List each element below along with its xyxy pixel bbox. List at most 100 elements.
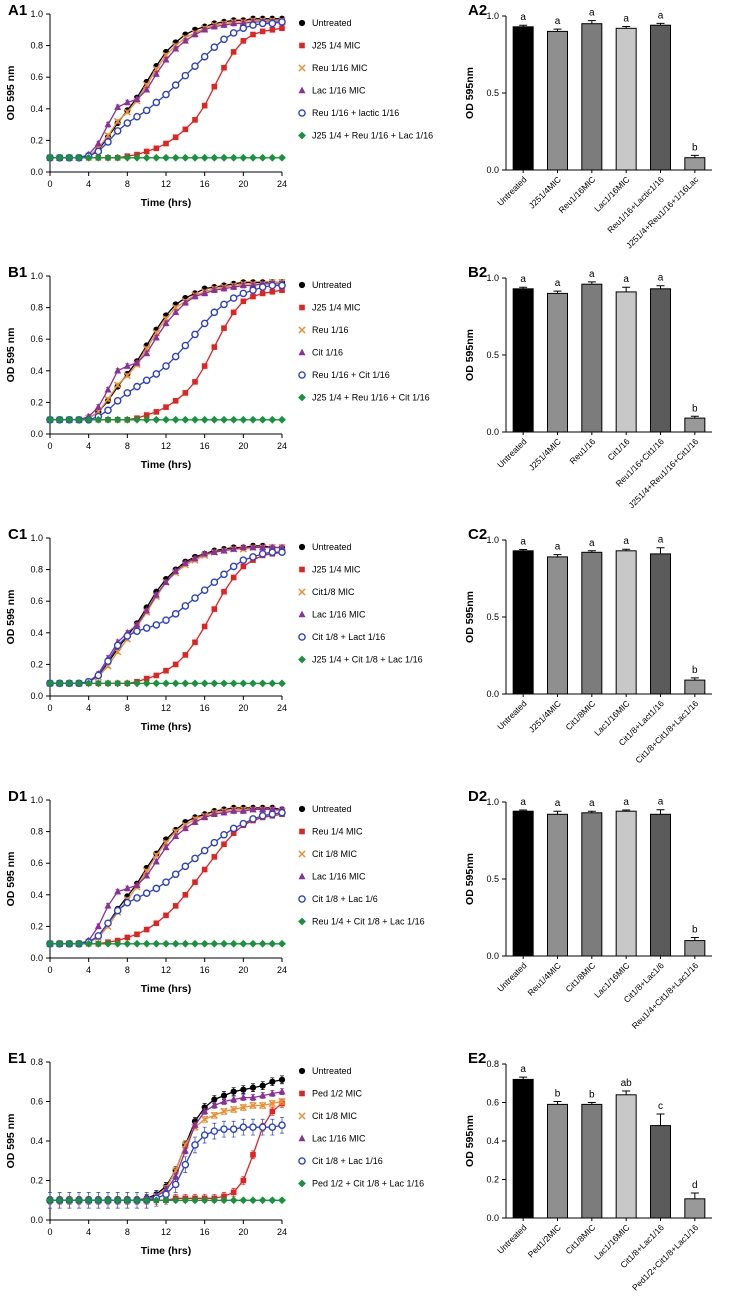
panel-A1: A1 0.0 0.2 0.4 0.6 0.8 1.0 0 4 8 12 16 20 24 OD 595 n…: [0, 0, 460, 262]
svg-text:24: 24: [277, 1227, 287, 1237]
svg-text:Untreated: Untreated: [312, 280, 352, 290]
svg-text:0.4: 0.4: [30, 366, 43, 376]
svg-text:b: b: [692, 403, 698, 414]
row-D: D1 0.0 0.2 0.4 0.6 0.8 1.0 0 4 8 12 16 20 24 OD 595 n…: [0, 786, 745, 1048]
svg-text:OD 595 nm: OD 595 nm: [5, 1114, 17, 1169]
svg-text:a: a: [555, 798, 561, 809]
svg-text:OD 595nm: OD 595nm: [464, 591, 476, 643]
svg-text:12: 12: [161, 441, 171, 451]
growth-chart-D1: 0.0 0.2 0.4 0.6 0.8 1.0 0 4 8 12 16 20 24 OD 595 nm Ti…: [0, 786, 460, 1053]
panel-C2: C2 0.0 0.5 1.0 OD 595nm a Untreated a J251/4MIC…: [460, 524, 745, 786]
svg-text:a: a: [623, 797, 629, 808]
svg-text:Untreated: Untreated: [495, 698, 529, 732]
svg-text:J251/4+Reu1/16+Cit1/16: J251/4+Reu1/16+Cit1/16: [626, 436, 700, 510]
svg-text:24: 24: [277, 703, 287, 713]
svg-text:J251/4MIC: J251/4MIC: [527, 436, 563, 472]
svg-text:8: 8: [125, 965, 130, 975]
svg-text:Untreated: Untreated: [495, 960, 529, 994]
svg-text:Lac 1/16 MIC: Lac 1/16 MIC: [312, 1134, 366, 1144]
svg-text:J251/4MIC: J251/4MIC: [527, 698, 563, 734]
panel-B1: B1 0.0 0.2 0.4 0.6 0.8 1.0 0 4 8 12 16 20 24 OD 595 n…: [0, 262, 460, 524]
svg-text:4: 4: [86, 179, 91, 189]
svg-text:20: 20: [238, 441, 248, 451]
panel-D2: D2 0.0 0.5 1.0 OD 595nm a Untreated a Reu1/4MIC…: [460, 786, 745, 1048]
svg-text:a: a: [520, 537, 526, 548]
svg-text:0.5: 0.5: [486, 350, 499, 360]
svg-text:0.2: 0.2: [30, 397, 43, 407]
svg-text:a: a: [623, 14, 629, 25]
svg-text:12: 12: [161, 1227, 171, 1237]
svg-text:Reu 1/4 + Cit 1/8 + Lac 1/16: Reu 1/4 + Cit 1/8 + Lac 1/16: [312, 917, 425, 927]
svg-text:Time (hrs): Time (hrs): [141, 721, 192, 733]
svg-text:24: 24: [277, 441, 287, 451]
svg-text:4: 4: [86, 965, 91, 975]
svg-text:a: a: [520, 274, 526, 285]
svg-text:Cit 1/8 MIC: Cit 1/8 MIC: [312, 849, 358, 859]
svg-text:0.5: 0.5: [486, 612, 499, 622]
svg-text:0: 0: [47, 703, 52, 713]
panel-C1: C1 0.0 0.2 0.4 0.6 0.8 1.0 0 4 8 12 16 20 24 OD 595 n…: [0, 524, 460, 786]
svg-text:0.4: 0.4: [30, 1136, 43, 1146]
svg-text:16: 16: [200, 441, 210, 451]
svg-text:12: 12: [161, 965, 171, 975]
svg-text:a: a: [520, 1064, 526, 1075]
svg-text:0.0: 0.0: [30, 167, 43, 177]
svg-text:1.0: 1.0: [486, 273, 499, 283]
panel-E1: E1 0.0 0.2 0.4 0.6 0.8 0 4 8 12 16 20 24 OD 595 nm Ti…: [0, 1048, 460, 1310]
svg-text:Time (hrs): Time (hrs): [141, 459, 192, 471]
svg-text:Reu1/16MIC: Reu1/16MIC: [556, 174, 597, 215]
svg-text:Ped1/2MIC: Ped1/2MIC: [526, 1222, 563, 1259]
svg-text:0: 0: [47, 1227, 52, 1237]
svg-text:Untreated: Untreated: [495, 174, 529, 208]
svg-text:0.8: 0.8: [30, 827, 43, 837]
svg-text:0.2: 0.2: [30, 135, 43, 145]
svg-text:20: 20: [238, 703, 248, 713]
svg-text:Untreated: Untreated: [312, 542, 352, 552]
svg-text:8: 8: [125, 179, 130, 189]
svg-text:0.6: 0.6: [486, 1098, 499, 1108]
svg-text:a: a: [589, 269, 595, 280]
svg-text:OD 595 nm: OD 595 nm: [5, 66, 17, 121]
svg-text:OD 595nm: OD 595nm: [464, 67, 476, 119]
svg-text:b: b: [692, 925, 698, 936]
svg-text:1.0: 1.0: [30, 795, 43, 805]
svg-text:a: a: [658, 273, 664, 284]
svg-text:OD 595nm: OD 595nm: [464, 1115, 476, 1167]
svg-text:Reu 1/4 MIC: Reu 1/4 MIC: [312, 827, 363, 837]
svg-text:Cit 1/16: Cit 1/16: [312, 348, 343, 358]
row-B: B1 0.0 0.2 0.4 0.6 0.8 1.0 0 4 8 12 16 20 24 OD 595 n…: [0, 262, 745, 524]
svg-text:J25 1/4 MIC: J25 1/4 MIC: [312, 303, 361, 313]
svg-text:Cit1/16: Cit1/16: [605, 436, 631, 462]
svg-text:a: a: [589, 538, 595, 549]
svg-text:Time (hrs): Time (hrs): [141, 197, 192, 209]
svg-text:J25 1/4 + Reu 1/16 + Lac 1/16: J25 1/4 + Reu 1/16 + Lac 1/16: [312, 131, 433, 141]
bar-chart-C2: 0.0 0.5 1.0 OD 595nm a Untreated a J251/4MIC a Ci…: [460, 524, 745, 791]
svg-text:Cit1/8+Cit1/8+Lac1/16: Cit1/8+Cit1/8+Lac1/16: [633, 698, 700, 765]
svg-text:Cit 1/8 + Lac 1/16: Cit 1/8 + Lac 1/16: [312, 1156, 383, 1166]
svg-text:0.2: 0.2: [30, 1176, 43, 1186]
svg-text:24: 24: [277, 179, 287, 189]
svg-text:0.0: 0.0: [486, 165, 499, 175]
svg-text:0.8: 0.8: [30, 41, 43, 51]
svg-text:0.6: 0.6: [30, 858, 43, 868]
svg-text:16: 16: [200, 1227, 210, 1237]
svg-text:Cit 1/8 + Lac 1/6: Cit 1/8 + Lac 1/6: [312, 894, 378, 904]
svg-text:0.2: 0.2: [30, 921, 43, 931]
svg-text:Reu1/4MIC: Reu1/4MIC: [525, 960, 562, 997]
svg-text:Untreated: Untreated: [495, 1222, 529, 1256]
svg-text:1.0: 1.0: [486, 11, 499, 21]
svg-text:0.5: 0.5: [486, 874, 499, 884]
svg-text:12: 12: [161, 703, 171, 713]
svg-text:Untreated: Untreated: [312, 18, 352, 28]
svg-text:0: 0: [47, 441, 52, 451]
growth-chart-E1: 0.0 0.2 0.4 0.6 0.8 0 4 8 12 16 20 24 OD 595 nm Time …: [0, 1048, 460, 1312]
svg-text:a: a: [623, 536, 629, 547]
svg-text:0.8: 0.8: [486, 1059, 499, 1069]
svg-text:Reu1/16: Reu1/16: [567, 436, 597, 466]
svg-text:1.0: 1.0: [30, 533, 43, 543]
bar-chart-A2: 0.0 0.5 1.0 OD 595nm a Untreated a J251/4MIC a Re…: [460, 0, 745, 267]
svg-text:0.0: 0.0: [30, 429, 43, 439]
panel-label-B1: B1: [8, 264, 28, 281]
svg-text:0.8: 0.8: [30, 565, 43, 575]
svg-text:4: 4: [86, 703, 91, 713]
